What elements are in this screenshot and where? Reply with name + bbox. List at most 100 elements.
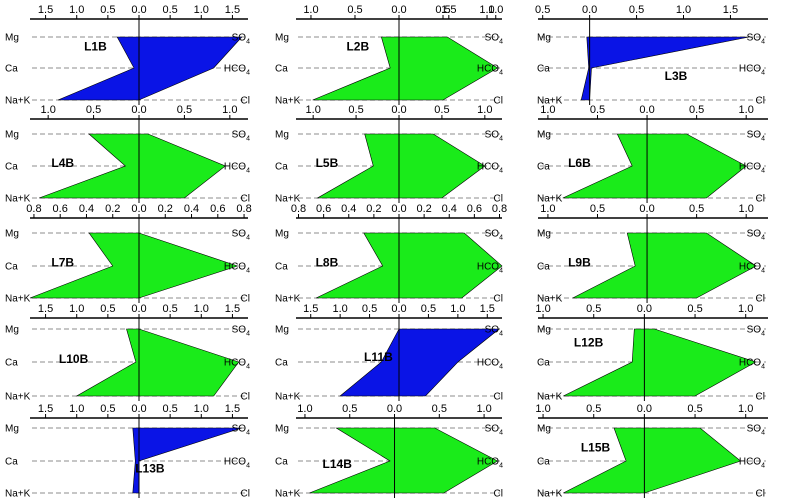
nak-label-text: Na+K <box>5 194 31 205</box>
ca-label-text: Ca <box>5 262 18 273</box>
tick-label: 1.0 <box>41 104 56 116</box>
tick-label: 0.0 <box>637 403 652 415</box>
tick-label: 0.6 <box>53 203 68 215</box>
stiff-polygon <box>38 133 226 199</box>
tick-label: 0.5 <box>347 4 362 16</box>
hco3-label-subscript: 4 <box>499 70 503 77</box>
tick-label: 0.5 <box>434 104 449 116</box>
cl-label-text: Cl <box>756 489 765 500</box>
so4-label-subscript: 4 <box>246 430 250 437</box>
nak-label-text: Na+K <box>537 392 563 403</box>
mg-label-text: Mg <box>5 229 19 240</box>
tick-label: 1.0 <box>479 4 494 16</box>
ca-label: Ca <box>537 262 550 273</box>
hco3-label-subscript: 4 <box>499 364 503 371</box>
cl-label-text: Cl <box>494 489 503 500</box>
tick-label: 1.0 <box>303 4 318 16</box>
hco3-label: HCO4 <box>739 262 765 275</box>
hco3-label-subscript: 4 <box>246 268 250 275</box>
tick-label: 0.5 <box>162 4 177 16</box>
tick-label: 1.0 <box>306 104 321 116</box>
tick-label: 0.5 <box>100 303 115 315</box>
ca-label-text: Ca <box>537 358 550 369</box>
panel-title: L11B <box>364 350 393 364</box>
nak-label-text: Na+K <box>537 294 563 305</box>
tick-label: 0.0 <box>387 403 402 415</box>
nak-label: Na+K <box>537 96 563 107</box>
so4-label-subscript: 4 <box>499 235 503 242</box>
so4-label-text: SO <box>747 229 762 240</box>
mg-label: Mg <box>537 229 551 240</box>
nak-label: Na+K <box>537 294 563 305</box>
hco3-label-subscript: 4 <box>761 168 765 175</box>
tick-label: 0.0 <box>582 4 597 16</box>
mg-label-text: Mg <box>537 424 551 435</box>
tick-label: 0.5 <box>689 203 704 215</box>
hco3-label-text: HCO <box>739 162 761 173</box>
tick-label: 0.0 <box>391 303 406 315</box>
panel-title: L3B <box>665 69 688 83</box>
so4-label: SO4 <box>747 424 765 437</box>
so4-label-subscript: 4 <box>246 331 250 338</box>
tick-label: 0.4 <box>341 203 356 215</box>
tick-label: 0.5 <box>348 104 363 116</box>
cl-label-text: Cl <box>756 294 765 305</box>
tick-label: 1.0 <box>739 104 754 116</box>
ca-label-text: Ca <box>275 358 288 369</box>
hco3-label: HCO4 <box>224 457 250 470</box>
tick-label: 0.5 <box>687 303 702 315</box>
mg-label: Mg <box>275 33 289 44</box>
tick-label: 0.8 <box>236 203 251 215</box>
hco3-label-subscript: 4 <box>246 364 250 371</box>
so4-label-subscript: 4 <box>499 136 503 143</box>
so4-label: SO4 <box>747 229 765 242</box>
tick-label: 0.6 <box>210 203 225 215</box>
stiff-polygon <box>562 133 747 199</box>
so4-label-subscript: 4 <box>499 39 503 46</box>
tick-label: 1.0 <box>739 203 754 215</box>
tick-label: 1.0 <box>738 403 753 415</box>
panel-title: L14B <box>323 457 353 471</box>
hco3-label-text: HCO <box>224 162 246 173</box>
hco3-label-subscript: 4 <box>761 70 765 77</box>
hco3-label: HCO4 <box>477 262 503 275</box>
nak-label-text: Na+K <box>5 294 31 305</box>
tick-label: 0.5 <box>421 303 436 315</box>
stiff-polygon <box>316 133 486 199</box>
tick-label: 1.5 <box>441 4 456 16</box>
hco3-label: HCO4 <box>224 64 250 77</box>
so4-label-text: SO <box>485 229 500 240</box>
hco3-label-text: HCO <box>477 64 499 75</box>
so4-label-subscript: 4 <box>246 39 250 46</box>
mg-label-text: Mg <box>537 33 551 44</box>
mg-label-text: Mg <box>275 229 289 240</box>
so4-label-subscript: 4 <box>761 430 765 437</box>
hco3-label-subscript: 4 <box>761 268 765 275</box>
hco3-label: HCO4 <box>739 358 765 371</box>
panel-title: L6B <box>568 156 591 170</box>
panel-title: L5B <box>316 156 339 170</box>
stiff-panel-l3b: 1.5 1.0 0.5 0.0 0.5 1.0 1.5MgCaNa+KSO4HCO4ClL3… <box>441 4 768 107</box>
panel-title: L15B <box>581 441 611 455</box>
mg-label: Mg <box>5 229 19 240</box>
tick-label: 0.5 <box>590 203 605 215</box>
so4-label: SO4 <box>232 424 250 437</box>
tick-label: 1.0 <box>222 104 237 116</box>
tick-label: 0.5 <box>586 403 601 415</box>
cl-label: Cl <box>241 294 250 305</box>
tick-label: 0.2 <box>416 203 431 215</box>
cl-label: Cl <box>756 96 765 107</box>
tick-label: 0.0 <box>391 104 406 116</box>
hco3-label: HCO4 <box>739 162 765 175</box>
cl-label: Cl <box>494 194 503 205</box>
tick-label: 0.5 <box>689 104 704 116</box>
stiff-polygon <box>563 328 757 397</box>
tick-label: 1.5 <box>38 4 53 16</box>
nak-label-text: Na+K <box>275 489 301 500</box>
so4-label-text: SO <box>232 325 247 336</box>
nak-label: Na+K <box>275 294 301 305</box>
nak-label-text: Na+K <box>275 194 301 205</box>
cl-label-text: Cl <box>241 194 250 205</box>
hco3-label: HCO4 <box>224 358 250 371</box>
